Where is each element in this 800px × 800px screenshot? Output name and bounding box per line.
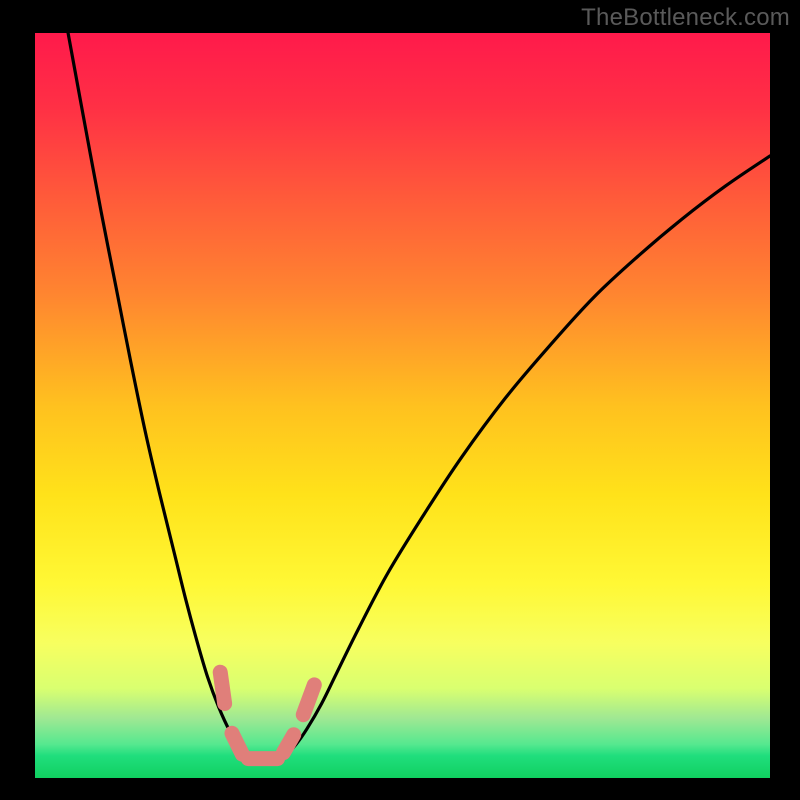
v-curve — [68, 33, 770, 763]
valley-marker-segment — [283, 735, 293, 753]
plot-frame — [35, 33, 770, 778]
chart-stage: TheBottleneck.com — [0, 0, 800, 800]
curve-layer — [35, 33, 770, 778]
valley-marker-segment — [220, 672, 224, 703]
valley-markers — [220, 672, 314, 758]
watermark-text: TheBottleneck.com — [581, 4, 790, 32]
valley-marker-segment — [303, 685, 314, 715]
valley-marker-segment — [232, 733, 242, 754]
